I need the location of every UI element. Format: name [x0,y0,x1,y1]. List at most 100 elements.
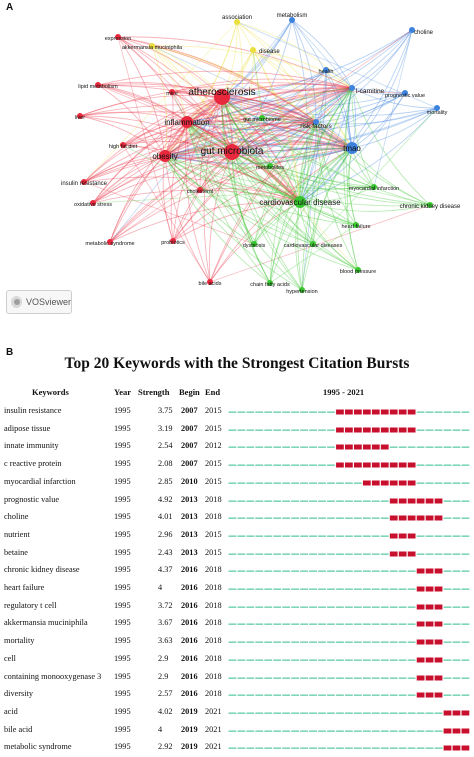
baseline-segment [389,606,398,608]
baseline-segment [273,694,282,697]
network-edge [164,155,314,245]
baseline-segment [353,535,362,537]
baseline-segment [336,659,344,661]
baseline-segment [318,429,326,431]
baseline-segment [291,446,300,449]
strength-cell: 3.75 [158,406,173,415]
network-edge [186,121,317,131]
baseline-segment [389,588,398,590]
network-edge [231,29,413,153]
baseline-segment [237,464,246,467]
begin-cell: 2016 [181,653,198,663]
network-edge [186,19,293,123]
network-edge [252,49,263,119]
network-edge [151,45,317,123]
network-edge [208,151,233,283]
baseline-segment [461,694,470,697]
baseline-segment [246,499,255,502]
baseline-segment [336,570,344,573]
baseline-segment [362,570,371,573]
baseline-segment [255,482,264,484]
network-edge [83,181,255,245]
end-cell: 2015 [205,423,222,433]
network-edge [221,96,438,117]
baseline-segment [318,623,326,626]
burst-timeline [228,657,470,663]
baseline-segment [246,517,255,520]
baseline-segment [318,712,326,714]
network-edge [221,87,353,102]
year-cell: 1995 [114,494,131,504]
baseline-segment [228,729,237,732]
baseline-segment [309,606,317,608]
baseline-segment [228,623,237,626]
burst-timeline [228,586,470,592]
network-edge [315,69,327,123]
baseline-segment [327,482,335,484]
baseline-segment [336,552,344,555]
baseline-segment [362,535,371,537]
baseline-segment [264,446,273,449]
keyword-cell: mortality [4,636,35,646]
baseline-segment [398,606,407,608]
baseline-segment [452,429,461,431]
network-edge [221,96,301,203]
baseline-segment [362,623,371,626]
network-edge [231,141,353,153]
network-node-label: dysbiosis [243,243,266,249]
network-node [149,43,155,49]
baseline-segment [246,729,255,732]
network-edge [231,49,254,153]
network-edge [97,84,188,123]
baseline-segment [416,535,425,537]
network-edge [164,155,201,191]
network-edge [151,45,168,157]
burst-segment [407,533,416,539]
burst-timeline [228,728,470,734]
baseline-segment [362,676,371,679]
baseline-segment [345,482,353,484]
baseline-segment [425,446,434,449]
baseline-segment [407,747,416,750]
burst-segment [416,675,425,680]
baseline-segment [291,747,300,750]
baseline-segment [398,712,407,714]
network-edge [299,29,413,203]
baseline-segment [300,446,308,449]
network-edge [79,111,353,149]
baseline-segment [434,712,443,714]
baseline-segment [452,535,461,537]
network-edge [164,121,317,157]
network-node [259,115,265,121]
network-node-label: metabolism [277,13,308,19]
begin-cell: 2013 [181,494,198,504]
network-edge [221,96,353,149]
strength-cell: 4.92 [158,494,173,504]
baseline-segment [264,694,273,697]
baseline-segment [273,535,282,537]
baseline-segment [443,570,452,573]
burst-segment [380,427,389,433]
baseline-segment [300,482,308,484]
baseline-segment [362,606,371,608]
end-cell: 2015 [205,459,222,469]
baseline-segment [255,446,264,449]
baseline-segment [371,552,380,555]
network-edge [171,91,301,203]
keyword-cell: adipose tissue [4,423,51,433]
network-node-label: choline [414,30,434,36]
baseline-segment [407,588,416,590]
burst-segment [398,498,407,503]
baseline-segment [371,747,380,750]
baseline-segment [246,411,255,413]
burst-segment [407,462,416,468]
baseline-segment [228,747,237,750]
baseline-segment [300,588,308,590]
network-edge [172,201,301,242]
baseline-segment [434,446,443,449]
baseline-segment [246,429,255,431]
baseline-segment [282,429,291,431]
baseline-segment [246,464,255,467]
baseline-segment [443,446,452,449]
burst-segment [336,462,344,468]
